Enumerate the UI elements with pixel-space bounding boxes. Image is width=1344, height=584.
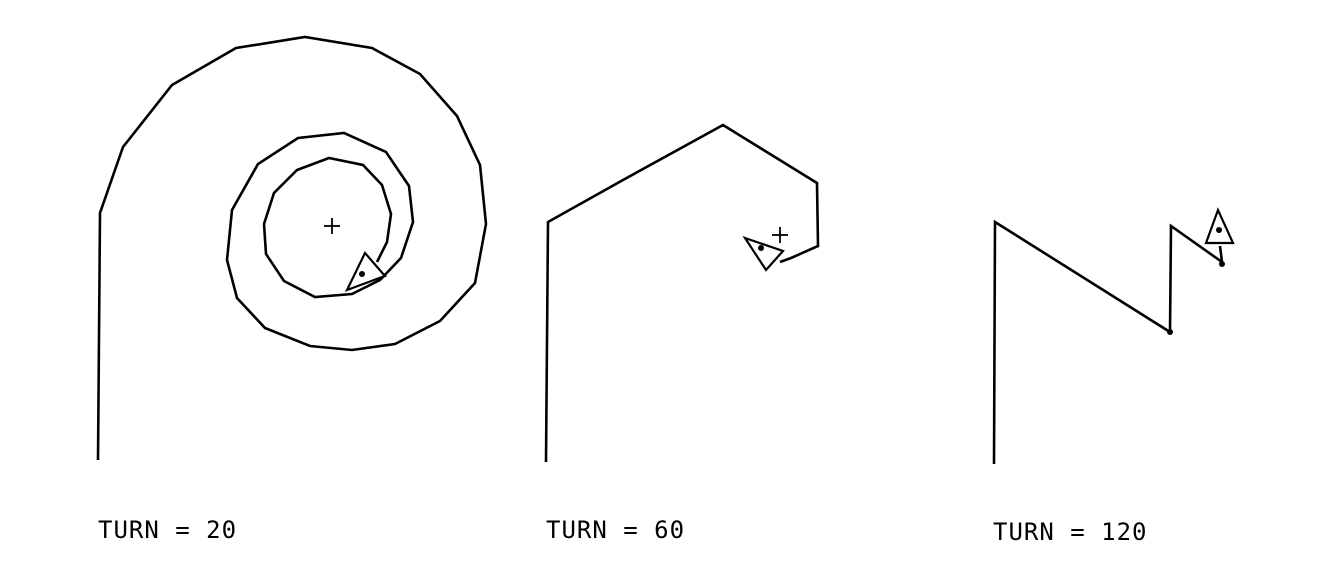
caption-turn-60: TURN = 60 xyxy=(546,516,686,544)
vertex-dot xyxy=(1167,329,1173,335)
caption-turn-120: TURN = 120 xyxy=(993,518,1148,546)
vertex-dot xyxy=(1219,261,1225,267)
panel-turn-20 xyxy=(96,35,488,461)
plus-marker-icon xyxy=(772,227,788,243)
turtle-triangle-icon xyxy=(344,251,387,292)
panel-turn-120 xyxy=(992,207,1235,465)
panel-turn-60 xyxy=(544,123,820,463)
turtle-triangle-icon xyxy=(1204,207,1235,245)
caption-turn-20: TURN = 20 xyxy=(98,516,238,544)
hexagon-trail xyxy=(544,123,820,463)
turtle-triangle-icon xyxy=(742,235,785,272)
zigzag-trail xyxy=(992,219,1224,465)
plus-marker-icon xyxy=(324,218,340,234)
spiral-trail xyxy=(96,35,488,461)
